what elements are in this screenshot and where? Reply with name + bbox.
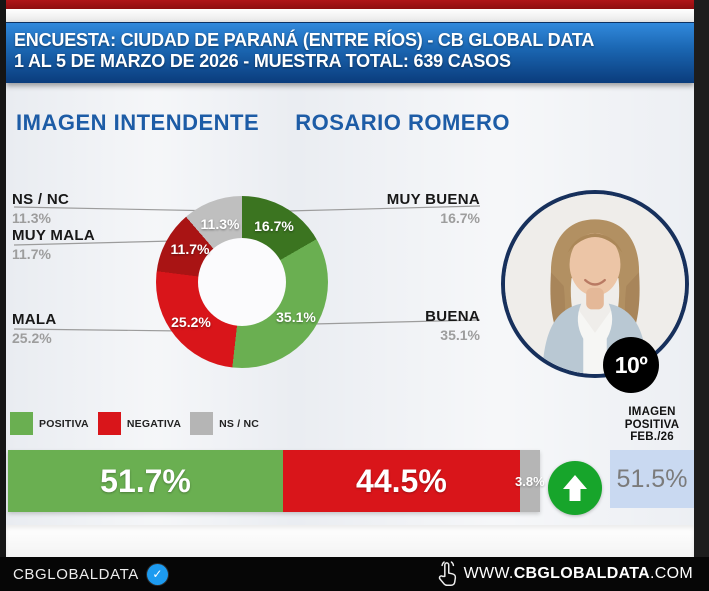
legend-swatch-negativa	[97, 412, 121, 435]
banner-line-1: ENCUESTA: CIUDAD DE PARANÁ (ENTRE RÍOS) …	[14, 30, 595, 50]
bar-value-negativa: 44.5%	[356, 462, 447, 499]
click-hand-icon	[438, 561, 456, 587]
previous-period-label: IMAGEN POSITIVA FEB./26	[602, 406, 694, 444]
legend-swatch-positiva	[10, 412, 33, 435]
legend-label-positiva: POSITIVA	[39, 417, 89, 430]
legend-item-positiva: POSITIVA	[10, 412, 89, 435]
donut-value-mala: 25.2%	[171, 314, 211, 330]
label-buena-name: BUENA	[425, 308, 480, 325]
label-muy-mala-name: MUY MALA	[12, 227, 95, 244]
bar-value-nsnc: 3.8%	[515, 473, 545, 489]
footer-url-brand: CBGLOBALDATA	[513, 565, 651, 582]
stacked-bar-chart: 51.7% 44.5% 3.8%	[8, 450, 545, 512]
label-muy-buena-name: MUY BUENA	[386, 191, 480, 208]
header-banner: ENCUESTA: CIUDAD DE PARANÁ (ENTRE RÍOS) …	[6, 22, 694, 83]
right-black-strip	[694, 0, 709, 557]
banner-line-2: 1 AL 5 DE MARZO DE 2026 - MUESTRA TOTAL:…	[14, 51, 511, 71]
legend-swatch-nsnc	[190, 412, 214, 435]
footer-brand: CBGLOBALDATA	[13, 565, 139, 583]
label-buena-pct: 35.1%	[440, 327, 480, 343]
trend-up-indicator	[548, 461, 602, 515]
person-photo	[501, 190, 689, 378]
legend-item-nsnc: NS / NC	[190, 412, 259, 435]
previous-value-box: 51.5%	[610, 450, 694, 508]
footer-url-suffix: .COM	[650, 565, 693, 582]
top-red-bar	[6, 0, 694, 9]
footer-bar: CBGLOBALDATA ✓ WWW.CBGLOBALDATA.COM	[0, 557, 709, 591]
legend-item-negativa: NEGATIVA	[97, 412, 182, 435]
title-survey-subject: IMAGEN INTENDENTE	[16, 110, 260, 135]
legend-label-nsnc: NS / NC	[219, 417, 260, 430]
label-mala-pct: 25.2%	[12, 330, 52, 346]
bottom-white-strip	[6, 525, 694, 557]
stacked-bar-segment: 44.5%	[283, 450, 520, 512]
legend-label-negativa: NEGATIVA	[126, 417, 182, 430]
previous-label-line2: POSITIVA	[624, 418, 680, 431]
verified-badge-icon: ✓	[146, 563, 168, 585]
label-buena: BUENA 35.1%	[425, 308, 480, 343]
title-person-name: ROSARIO ROMERO	[295, 110, 510, 135]
label-muy-mala-pct: 11.7%	[12, 246, 51, 262]
footer-brand-group: CBGLOBALDATA ✓	[13, 563, 168, 585]
donut-value-buena: 35.1%	[276, 309, 316, 325]
label-muy-buena: MUY BUENA 16.7%	[387, 191, 480, 226]
poster-content: ENCUESTA: CIUDAD DE PARANÁ (ENTRE RÍOS) …	[6, 0, 694, 557]
donut-chart-wrap: 16.7% 35.1% 25.2% 11.7% 11.3%	[156, 196, 328, 368]
top-white-strip	[6, 9, 694, 22]
label-muy-mala: MUY MALA 11.7%	[12, 227, 95, 262]
donut-value-muy-buena: 16.7%	[254, 218, 294, 234]
portrait-illustration	[505, 194, 685, 374]
previous-label-line1: IMAGEN	[628, 406, 676, 418]
chart-legend: POSITIVA NEGATIVA NS / NC	[10, 412, 268, 435]
ranking-badge: 10º	[603, 337, 659, 393]
donut-value-muy-mala: 11.7%	[170, 241, 210, 257]
previous-label-line3: FEB./26	[630, 431, 674, 443]
footer-url-prefix: WWW.	[463, 565, 514, 582]
donut-value-nsnc: 11.3%	[200, 216, 240, 232]
label-mala-name: MALA	[12, 311, 57, 328]
stacked-bar-segment: 3.8%	[515, 450, 545, 512]
footer-url[interactable]: WWW.CBGLOBALDATA.COM	[464, 565, 693, 583]
footer-url-group[interactable]: WWW.CBGLOBALDATA.COM	[435, 560, 693, 588]
bar-value-positiva: 51.7%	[100, 462, 191, 499]
page-title: IMAGEN INTENDENTE ROSARIO ROMERO	[16, 110, 510, 136]
label-nsnc-name: NS / NC	[12, 191, 70, 208]
donut-hole	[198, 238, 286, 326]
label-mala: MALA 25.2%	[12, 311, 57, 346]
stacked-bar-segment: 51.7%	[8, 450, 284, 512]
label-muy-buena-pct: 16.7%	[440, 210, 480, 226]
label-nsnc-pct: 11.3%	[12, 210, 51, 226]
label-nsnc: NS / NC 11.3%	[12, 191, 69, 226]
up-arrow-icon	[563, 475, 587, 501]
